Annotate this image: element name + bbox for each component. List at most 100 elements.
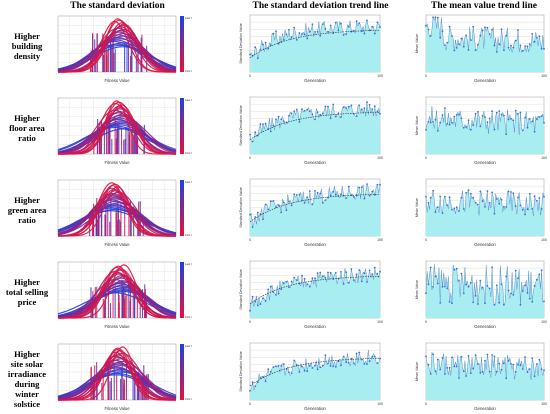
legend-top-label: Last Gen [185, 16, 192, 20]
data-point [290, 36, 293, 38]
data-point [517, 196, 519, 199]
data-point [446, 123, 449, 125]
data-point [472, 196, 475, 199]
data-point [347, 362, 350, 364]
data-point [521, 368, 524, 370]
data-point [507, 46, 510, 49]
area-fill [426, 106, 544, 154]
data-point [334, 193, 337, 196]
data-point [267, 47, 270, 50]
data-point [512, 119, 515, 122]
data-point [486, 285, 489, 287]
legend-colorbar [180, 262, 184, 318]
data-point [451, 35, 453, 37]
data-point [324, 199, 327, 201]
data-point [311, 23, 314, 26]
data-point [321, 23, 324, 25]
data-point [514, 269, 517, 272]
data-point [337, 29, 340, 32]
std-trend-chart: 0 100 Generation Standard Deviation Value [239, 342, 383, 411]
data-point [301, 274, 303, 277]
data-point [462, 370, 465, 373]
data-point [256, 304, 259, 307]
data-point [505, 206, 508, 208]
data-point [484, 302, 486, 305]
data-point [267, 288, 270, 291]
data-point [379, 26, 381, 28]
data-point [249, 309, 251, 312]
data-point [275, 294, 277, 296]
data-point [436, 206, 439, 208]
x-axis-label: Generation [304, 242, 326, 247]
data-point [481, 371, 484, 373]
data-point [432, 285, 434, 288]
data-point [298, 32, 301, 34]
data-point [538, 273, 541, 276]
x-tick-label: 100 [541, 320, 547, 324]
data-point [251, 140, 254, 143]
data-point [479, 279, 482, 282]
data-point [432, 189, 434, 192]
data-point [467, 49, 470, 51]
data-point [533, 285, 536, 287]
std-trend-chart: 0 100 Generation Standard Deviation Value [239, 178, 383, 247]
data-point [503, 362, 505, 365]
data-point [436, 358, 439, 361]
data-point [451, 208, 453, 211]
data-point [439, 121, 442, 124]
data-point [267, 208, 270, 211]
data-point [514, 371, 517, 373]
data-point [319, 192, 322, 195]
data-point [427, 28, 430, 31]
row-label: Higher site solar irradiance during winter s… [2, 349, 52, 409]
data-point [512, 294, 515, 296]
data-point [355, 194, 358, 197]
data-point [319, 113, 322, 116]
data-point [425, 24, 427, 27]
data-point [314, 277, 316, 280]
row-label-line: Higher [14, 195, 40, 205]
data-point [465, 192, 467, 194]
data-point [290, 112, 293, 115]
data-point [363, 32, 366, 35]
data-point [538, 116, 541, 118]
data-point [321, 112, 324, 115]
data-point [462, 208, 465, 210]
data-point [363, 363, 366, 365]
data-point [285, 33, 288, 36]
data-point [533, 130, 536, 133]
data-point [528, 43, 531, 46]
data-point [295, 279, 298, 281]
data-point [512, 363, 515, 366]
generation-curve [58, 352, 177, 401]
data-point [373, 32, 376, 35]
data-point [290, 372, 293, 374]
data-point [288, 200, 290, 203]
data-point [303, 202, 306, 204]
data-point [524, 284, 526, 287]
data-point [269, 371, 272, 373]
data-point [500, 113, 503, 116]
data-point [301, 365, 303, 368]
data-point [345, 107, 348, 109]
row-label-line: Higher [14, 277, 40, 287]
data-point [526, 371, 529, 373]
data-point [526, 126, 529, 129]
y-axis-label: Standard Deviation Value [239, 187, 243, 228]
data-point [467, 189, 470, 191]
data-point [337, 360, 340, 363]
data-point [493, 303, 496, 306]
data-point [368, 269, 371, 272]
data-point [514, 109, 517, 112]
data-point [345, 361, 348, 364]
mean-trend-chart: 0 100 Generation Mean Value [415, 96, 547, 165]
data-point [484, 26, 486, 29]
data-point [366, 101, 368, 104]
data-point [458, 377, 460, 379]
generation-curve [58, 346, 176, 401]
data-point [316, 368, 319, 371]
row-label-line: Higher [14, 113, 40, 123]
data-point [488, 370, 491, 373]
column-header-std: The standard deviation [70, 1, 165, 11]
data-point [526, 208, 529, 211]
